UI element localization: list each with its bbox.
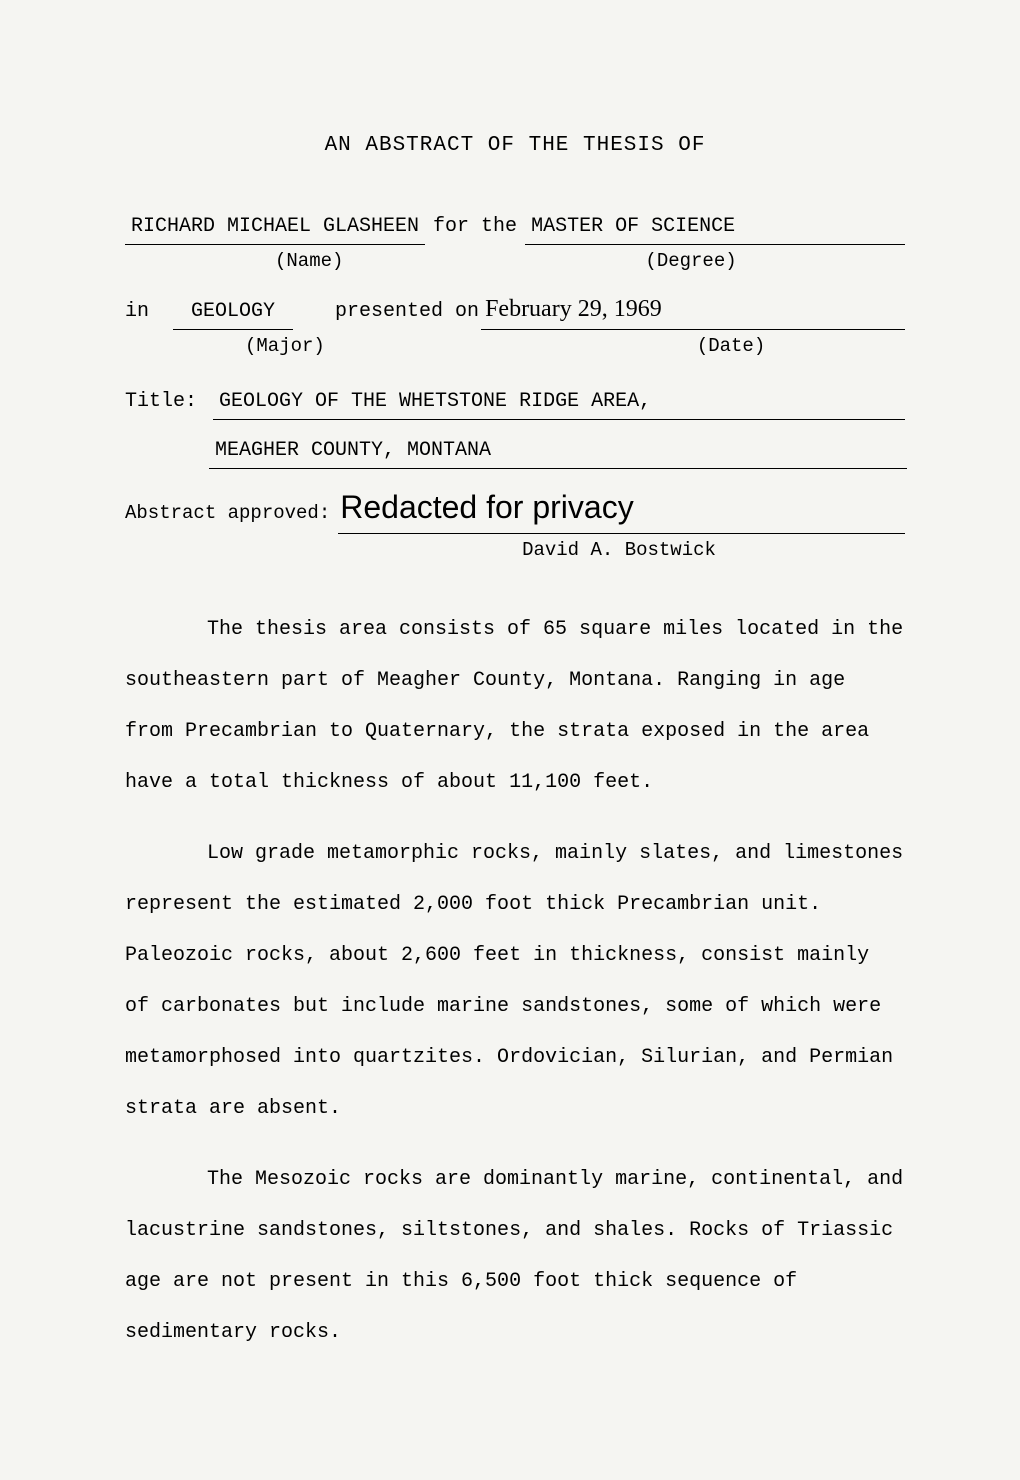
abstract-paragraph-2: Low grade metamorphic rocks, mainly slat… — [125, 828, 905, 1134]
title-row-1: Title: GEOLOGY OF THE WHETSTONE RIDGE AR… — [125, 387, 905, 420]
thesis-abstract-page: AN ABSTRACT OF THE THESIS OF RICHARD MIC… — [0, 0, 1020, 1420]
date-label: (Date) — [697, 332, 765, 361]
title-line-2: MEAGHER COUNTY, MONTANA — [209, 436, 907, 469]
title-line-1: GEOLOGY OF THE WHETSTONE RIDGE AREA, — [213, 387, 905, 420]
date-field: February 29, 1969 — [481, 291, 905, 330]
major-date-row: in GEOLOGY presented on February 29, 196… — [125, 291, 905, 330]
name-field: RICHARD MICHAEL GLASHEEN — [125, 212, 425, 245]
in-label: in — [125, 297, 149, 327]
degree-field: MASTER OF SCIENCE — [525, 212, 905, 245]
title-row-2: MEAGHER COUNTY, MONTANA — [209, 436, 905, 469]
major-label: (Major) — [245, 332, 325, 361]
major-field: GEOLOGY — [173, 297, 293, 330]
abstract-paragraph-3: The Mesozoic rocks are dominantly marine… — [125, 1154, 905, 1358]
abstract-approved-row: Abstract approved: Redacted for privacy — [125, 483, 905, 534]
name-degree-labels: (Name) (Degree) — [125, 247, 905, 276]
approver-name: David A. Bostwick — [333, 536, 905, 565]
presented-on-text: presented on — [293, 297, 481, 327]
abstract-approved-label: Abstract approved: — [125, 499, 330, 528]
major-date-labels: (Major) (Date) — [125, 332, 905, 361]
title-label: Title: — [125, 387, 197, 417]
page-heading: AN ABSTRACT OF THE THESIS OF — [125, 130, 905, 162]
abstract-paragraph-1: The thesis area consists of 65 square mi… — [125, 604, 905, 808]
name-degree-row: RICHARD MICHAEL GLASHEEN for the MASTER … — [125, 212, 905, 245]
redacted-text: Redacted for privacy — [338, 483, 905, 534]
for-the-text: for the — [425, 212, 525, 245]
degree-label: (Degree) — [645, 247, 736, 276]
name-label: (Name) — [275, 247, 343, 276]
